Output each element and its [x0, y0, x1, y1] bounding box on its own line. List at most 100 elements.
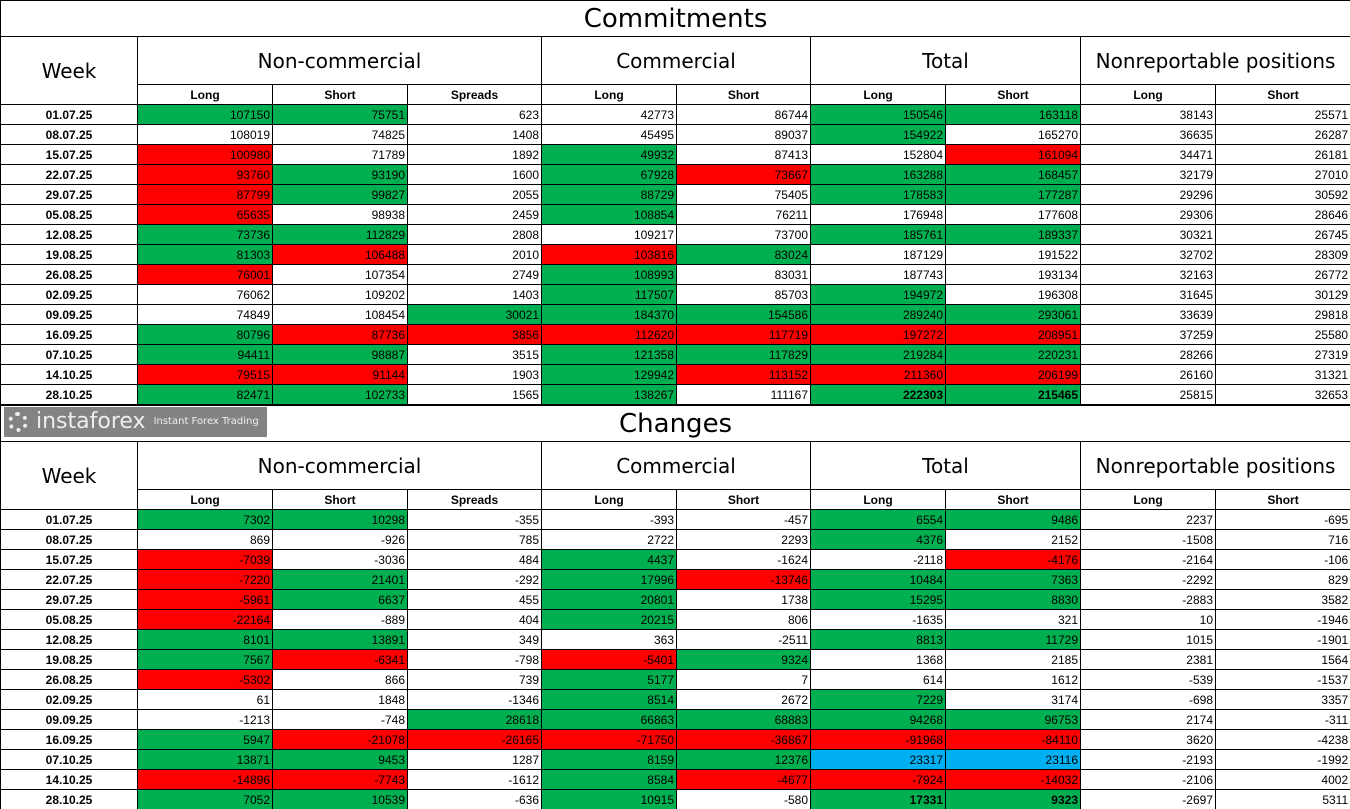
value-cell: -355 [407, 509, 542, 530]
value-cell: 219284 [810, 344, 946, 365]
table-row: 16.09.25 80796 87736 3856 112620 117719 197272… [0, 324, 1350, 345]
value-cell: 96753 [945, 709, 1081, 730]
value-cell: 25580 [1214, 324, 1350, 345]
value-cell: 8830 [945, 589, 1081, 610]
value-cell: 94268 [810, 709, 946, 730]
value-cell: -1624 [676, 549, 811, 570]
value-cell: 349 [407, 629, 542, 650]
value-cell: 74825 [272, 124, 408, 145]
week-cell: 15.07.25 [0, 144, 138, 165]
value-cell: 73700 [676, 224, 811, 245]
value-cell: -2511 [676, 629, 811, 650]
week-cell: 29.07.25 [0, 184, 138, 205]
value-cell: -2292 [1080, 569, 1216, 590]
value-cell: 191522 [945, 244, 1081, 265]
value-cell: -5401 [541, 649, 677, 670]
value-cell: 8584 [541, 769, 677, 790]
column-header: Short [945, 84, 1081, 105]
value-cell: 1368 [810, 649, 946, 670]
value-cell: 152804 [810, 144, 946, 165]
value-cell: -5302 [137, 669, 273, 690]
table-row: 16.09.25 5947 -21078 -26165 -71750 -36867 -919… [0, 729, 1350, 750]
value-cell: -5961 [137, 589, 273, 610]
table-commitments: Commitments Week Non-commercial Commercial T… [0, 0, 1350, 405]
value-cell: 176948 [810, 204, 946, 225]
week-header: Week [0, 36, 138, 105]
value-cell: 3620 [1080, 729, 1216, 750]
value-cell: 7229 [810, 689, 946, 710]
value-cell: -3036 [272, 549, 408, 570]
value-cell: -4176 [945, 549, 1081, 570]
value-cell: 2010 [407, 244, 542, 265]
table-row: 26.08.25 76001 107354 2749 108993 83031 187743… [0, 264, 1350, 285]
value-cell: 806 [676, 609, 811, 630]
week-cell: 01.07.25 [0, 509, 138, 530]
value-cell: 26160 [1080, 364, 1216, 385]
group-header: Commercial [541, 36, 811, 85]
week-cell: 09.09.25 [0, 709, 138, 730]
value-cell: -798 [407, 649, 542, 670]
watermark: instaforex Instant Forex Trading [4, 407, 267, 437]
value-cell: 32179 [1080, 164, 1216, 185]
value-cell: 68883 [676, 709, 811, 730]
value-cell: 2381 [1080, 649, 1216, 670]
value-cell: 8514 [541, 689, 677, 710]
table-row: 15.07.25 -7039 -3036 484 4437 -1624 -2118 -4176… [0, 549, 1350, 570]
week-cell: 07.10.25 [0, 344, 138, 365]
value-cell: -457 [676, 509, 811, 530]
group-header: Total [810, 441, 1081, 490]
value-cell: 187743 [810, 264, 946, 285]
week-cell: 22.07.25 [0, 164, 138, 185]
value-cell: 187129 [810, 244, 946, 265]
value-cell: 2808 [407, 224, 542, 245]
table-row: 22.07.25 -7220 21401 -292 17996 -13746 10484 73… [0, 569, 1350, 590]
value-cell: 75405 [676, 184, 811, 205]
value-cell: 73736 [137, 224, 273, 245]
value-cell: 88729 [541, 184, 677, 205]
table-row: 28.10.25 82471 102733 1565 138267 111167 22230… [0, 384, 1350, 405]
value-cell: -926 [272, 529, 408, 550]
value-cell: 5177 [541, 669, 677, 690]
value-cell: 189337 [945, 224, 1081, 245]
value-cell: 89037 [676, 124, 811, 145]
value-cell: 2459 [407, 204, 542, 225]
value-cell: 27319 [1214, 344, 1350, 365]
value-cell: 163288 [810, 164, 946, 185]
value-cell: -7039 [137, 549, 273, 570]
value-cell: 165270 [945, 124, 1081, 145]
table-row: 26.08.25 -5302 866 739 5177 7 614 1612 -539 -1537 [0, 669, 1350, 690]
value-cell: 1565 [407, 384, 542, 405]
value-cell: 30021 [407, 304, 542, 325]
table-row: 07.10.25 13871 9453 1287 8159 12376 23317 23116… [0, 749, 1350, 770]
value-cell: 7052 [137, 789, 273, 809]
value-cell: 8813 [810, 629, 946, 650]
value-cell: 1287 [407, 749, 542, 770]
column-header: Long [1080, 489, 1216, 510]
value-cell: 3174 [945, 689, 1081, 710]
value-cell: 32163 [1080, 264, 1216, 285]
value-cell: 117507 [541, 284, 677, 305]
week-cell: 12.08.25 [0, 224, 138, 245]
value-cell: 108854 [541, 204, 677, 225]
week-cell: 14.10.25 [0, 769, 138, 790]
value-cell: -2118 [810, 549, 946, 570]
value-cell: 29306 [1080, 204, 1216, 225]
value-cell: 161094 [945, 144, 1081, 165]
value-cell: -26165 [407, 729, 542, 750]
value-cell: 154922 [810, 124, 946, 145]
value-cell: 2293 [676, 529, 811, 550]
value-cell: 7 [676, 669, 811, 690]
value-cell: 32653 [1214, 384, 1350, 405]
value-cell: 7363 [945, 569, 1081, 590]
value-cell: 455 [407, 589, 542, 610]
week-cell: 14.10.25 [0, 364, 138, 385]
value-cell: 31645 [1080, 284, 1216, 305]
value-cell: 2749 [407, 264, 542, 285]
value-cell: 37259 [1080, 324, 1216, 345]
value-cell: -636 [407, 789, 542, 809]
table-row: 15.07.25 100980 71789 1892 49932 87413 152804 1… [0, 144, 1350, 165]
value-cell: 28266 [1080, 344, 1216, 365]
value-cell: 1403 [407, 284, 542, 305]
value-cell: 614 [810, 669, 946, 690]
value-cell: 45495 [541, 124, 677, 145]
